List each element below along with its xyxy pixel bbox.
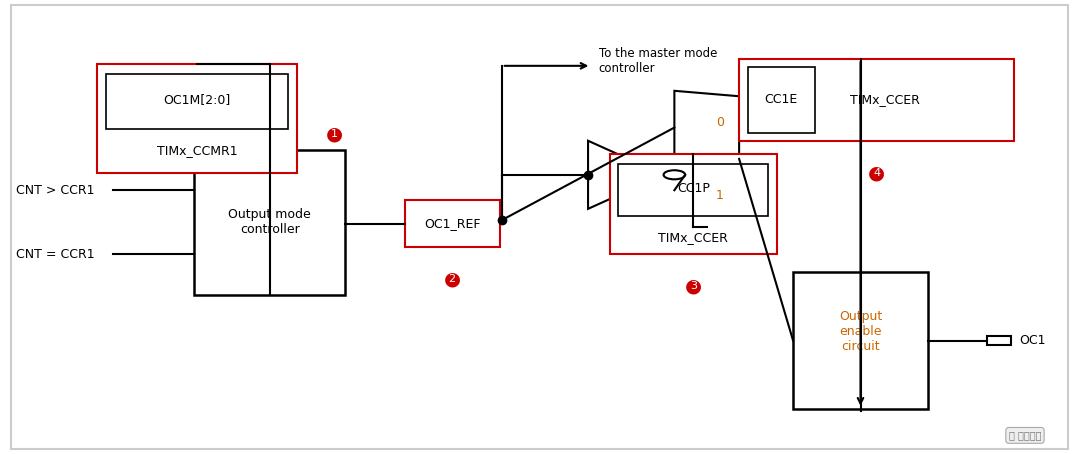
Text: Output
enable
circuit: Output enable circuit xyxy=(838,310,883,353)
Text: CNT = CCR1: CNT = CCR1 xyxy=(16,248,95,261)
Text: OC1: OC1 xyxy=(1020,334,1047,347)
FancyBboxPatch shape xyxy=(405,200,500,247)
Text: 1: 1 xyxy=(331,129,338,139)
Text: 2: 2 xyxy=(449,274,455,284)
Text: 4: 4 xyxy=(873,168,880,178)
Text: OC1M[2:0]: OC1M[2:0] xyxy=(163,93,231,106)
FancyBboxPatch shape xyxy=(987,336,1011,345)
FancyBboxPatch shape xyxy=(106,74,288,129)
Text: Output mode
controller: Output mode controller xyxy=(229,208,311,237)
Text: TIMx_CCER: TIMx_CCER xyxy=(850,94,919,106)
Polygon shape xyxy=(674,91,739,227)
FancyBboxPatch shape xyxy=(11,5,1068,449)
Text: CNT > CCR1: CNT > CCR1 xyxy=(16,184,95,197)
Text: 0: 0 xyxy=(715,116,724,129)
FancyBboxPatch shape xyxy=(793,272,928,409)
Text: ●: ● xyxy=(869,163,885,182)
FancyBboxPatch shape xyxy=(748,67,815,133)
Text: 1: 1 xyxy=(715,189,724,202)
Text: ●: ● xyxy=(685,276,701,296)
Text: TIMx_CCER: TIMx_CCER xyxy=(658,231,728,244)
Text: ●: ● xyxy=(326,125,343,144)
FancyBboxPatch shape xyxy=(618,164,768,216)
FancyBboxPatch shape xyxy=(739,59,1014,141)
Circle shape xyxy=(664,170,685,179)
Polygon shape xyxy=(588,141,664,209)
Text: CC1E: CC1E xyxy=(765,94,797,106)
Text: TIMx_CCMR1: TIMx_CCMR1 xyxy=(156,144,237,157)
FancyBboxPatch shape xyxy=(194,150,345,295)
Text: Ⓚ 创新互联: Ⓚ 创新互联 xyxy=(1009,430,1041,440)
Text: To the master mode
controller: To the master mode controller xyxy=(599,47,718,75)
Text: 3: 3 xyxy=(689,281,697,291)
FancyBboxPatch shape xyxy=(610,154,777,254)
Text: ●: ● xyxy=(443,270,461,289)
FancyBboxPatch shape xyxy=(97,64,297,173)
Text: OC1_REF: OC1_REF xyxy=(424,217,480,230)
Text: CC1P: CC1P xyxy=(677,182,710,195)
